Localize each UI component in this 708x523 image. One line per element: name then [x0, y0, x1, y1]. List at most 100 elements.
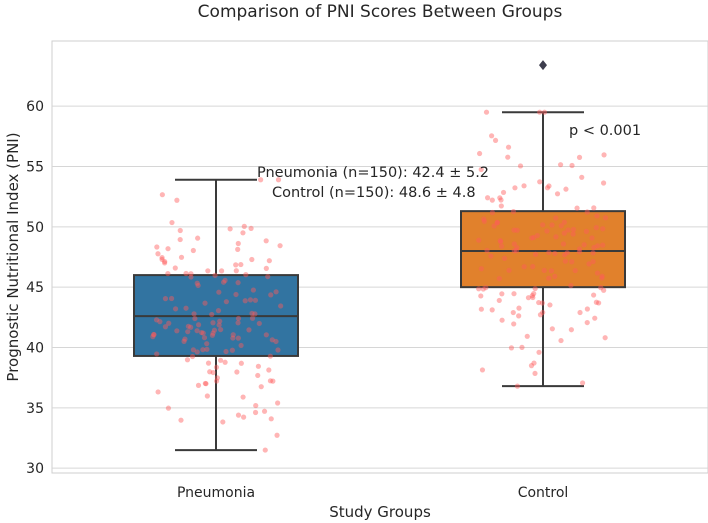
- data-point: [602, 215, 609, 221]
- data-point: [498, 197, 504, 203]
- data-point: [190, 247, 196, 254]
- data-point: [262, 447, 268, 453]
- data-point: [157, 319, 163, 325]
- data-point: [601, 287, 607, 293]
- data-point: [600, 226, 606, 232]
- data-point: [476, 286, 482, 292]
- data-point: [558, 223, 564, 229]
- data-point: [512, 185, 518, 191]
- data-point: [548, 268, 555, 274]
- data-point: [560, 241, 567, 247]
- data-point: [599, 275, 605, 281]
- annotation-pneumonia-stats: Pneumonia (n=150): 42.4 ± 5.2: [257, 165, 489, 181]
- data-point: [505, 154, 511, 160]
- data-point: [234, 369, 240, 375]
- data-point: [178, 254, 185, 260]
- data-point: [151, 331, 157, 338]
- data-point: [238, 342, 244, 349]
- data-point: [488, 253, 494, 259]
- data-point: [235, 412, 242, 418]
- data-point: [541, 267, 547, 274]
- data-point: [155, 389, 161, 395]
- data-point: [547, 302, 553, 308]
- data-point: [499, 291, 505, 297]
- data-point: [529, 235, 535, 241]
- data-point: [553, 215, 559, 221]
- data-point: [230, 335, 236, 341]
- data-point: [165, 270, 171, 277]
- data-point: [177, 236, 183, 243]
- data-point: [558, 337, 564, 344]
- data-point: [255, 372, 261, 379]
- data-point: [162, 258, 168, 265]
- data-point: [536, 349, 542, 355]
- data-point: [153, 317, 160, 323]
- data-point: [154, 244, 160, 250]
- data-point: [552, 250, 558, 257]
- data-point: [561, 230, 567, 236]
- data-point: [247, 297, 254, 303]
- data-point: [498, 203, 504, 209]
- data-point: [530, 263, 536, 270]
- data-point: [174, 197, 180, 203]
- data-point: [511, 291, 517, 297]
- data-point: [213, 364, 220, 370]
- data-point: [514, 227, 520, 233]
- data-point: [204, 341, 210, 347]
- data-point: [483, 285, 489, 291]
- y-tick-label: 50: [26, 220, 44, 236]
- data-point: [511, 248, 517, 254]
- data-point: [248, 225, 254, 232]
- data-point: [484, 247, 490, 254]
- data-point: [235, 335, 241, 341]
- data-point: [217, 318, 223, 324]
- data-point: [178, 417, 184, 423]
- data-point: [192, 315, 198, 322]
- data-point: [521, 264, 527, 270]
- data-point: [531, 234, 537, 241]
- chart-title: Comparison of PNI Scores Between Groups: [198, 2, 563, 22]
- data-point: [195, 282, 201, 289]
- data-point: [159, 192, 165, 198]
- data-point: [594, 270, 601, 276]
- data-point: [258, 384, 264, 390]
- data-point: [263, 238, 269, 244]
- data-point: [511, 241, 517, 247]
- data-point: [516, 313, 522, 319]
- data-point: [229, 347, 235, 353]
- data-point: [494, 219, 500, 225]
- data-point: [235, 246, 241, 252]
- data-point: [256, 320, 262, 327]
- data-point: [549, 326, 555, 332]
- data-point: [570, 226, 577, 233]
- data-point: [496, 275, 502, 282]
- data-point: [195, 382, 202, 388]
- data-point: [519, 344, 525, 350]
- data-point: [150, 334, 156, 340]
- data-point: [249, 315, 256, 321]
- data-point: [238, 261, 244, 268]
- data-point: [172, 265, 178, 271]
- box-control: [460, 60, 626, 388]
- data-point: [536, 299, 542, 306]
- data-point: [591, 205, 597, 211]
- data-point: [514, 383, 521, 389]
- data-point: [172, 306, 179, 312]
- data-point: [177, 227, 183, 234]
- data-point: [210, 330, 216, 336]
- data-point: [595, 243, 601, 249]
- data-point: [185, 329, 191, 335]
- data-point: [195, 235, 201, 241]
- data-point: [204, 346, 210, 352]
- data-point: [540, 222, 546, 228]
- data-point: [185, 323, 191, 329]
- y-axis-title: Prognostic Nutritional Index (PNI): [4, 132, 22, 381]
- data-point: [269, 337, 275, 343]
- data-point: [210, 320, 216, 326]
- data-point: [584, 306, 590, 312]
- data-point: [494, 220, 500, 226]
- data-point: [183, 305, 189, 311]
- data-point: [202, 300, 208, 306]
- data-point: [182, 336, 188, 342]
